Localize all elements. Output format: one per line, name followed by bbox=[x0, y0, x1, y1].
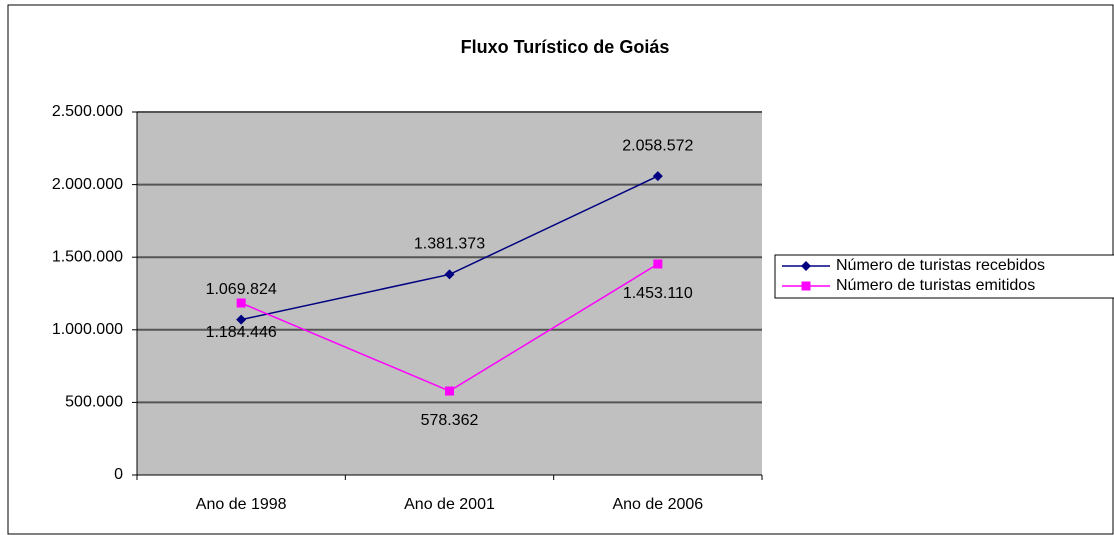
y-tick-label: 500.000 bbox=[65, 394, 123, 411]
y-tick-label: 1.000.000 bbox=[52, 321, 123, 338]
marker bbox=[444, 269, 455, 280]
data-label: 1.069.824 bbox=[206, 281, 277, 298]
legend-label: Número de turistas recebidos bbox=[836, 257, 1045, 274]
legend-label: Número de turistas emitidos bbox=[836, 277, 1035, 294]
x-tick-label: Ano de 2001 bbox=[404, 496, 495, 513]
data-label: 578.362 bbox=[421, 412, 479, 429]
marker bbox=[236, 298, 246, 308]
y-tick-label: 2.500.000 bbox=[52, 103, 123, 120]
y-tick-label: 2.000.000 bbox=[52, 176, 123, 193]
data-label: 2.058.572 bbox=[622, 137, 693, 154]
marker bbox=[236, 314, 247, 325]
chart-title: Fluxo Turístico de Goiás bbox=[461, 37, 670, 57]
data-label: 1.453.110 bbox=[623, 285, 693, 302]
marker bbox=[652, 171, 663, 182]
data-label: 1.184.446 bbox=[206, 324, 277, 341]
x-tick-label: Ano de 1998 bbox=[196, 496, 287, 513]
marker bbox=[445, 386, 454, 396]
x-tick-label: Ano de 2006 bbox=[612, 496, 703, 513]
marker bbox=[801, 261, 811, 271]
marker bbox=[653, 259, 663, 269]
legend-box bbox=[774, 254, 1114, 299]
y-tick-label: 0 bbox=[114, 466, 123, 483]
data-label: 1.381.373 bbox=[414, 236, 485, 253]
marker bbox=[801, 281, 811, 291]
y-tick-label: 1.500.000 bbox=[52, 248, 123, 265]
